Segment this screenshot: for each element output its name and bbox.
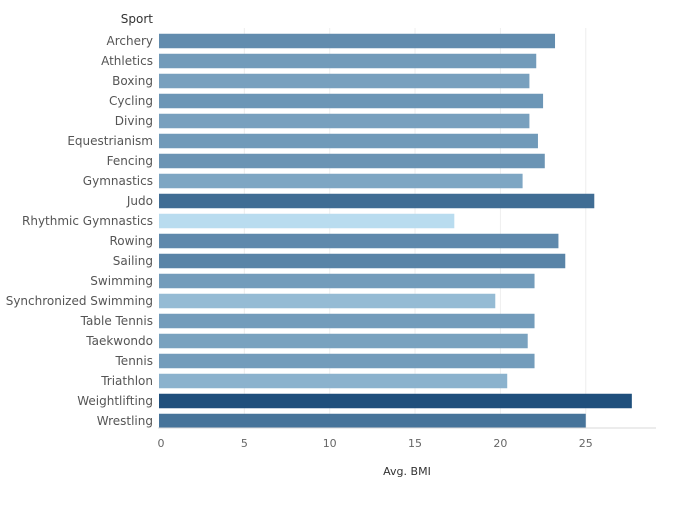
bar[interactable]: [159, 73, 530, 89]
bar[interactable]: [159, 173, 523, 189]
bar[interactable]: [159, 33, 556, 49]
category-label: Fencing: [107, 154, 153, 168]
bar[interactable]: [159, 213, 455, 229]
category-label: Synchronized Swimming: [6, 294, 153, 308]
x-tick-label: 20: [493, 437, 507, 450]
bar[interactable]: [159, 153, 545, 169]
bar[interactable]: [159, 93, 544, 109]
x-axis-title: Avg. BMI: [383, 465, 431, 478]
bar[interactable]: [159, 373, 508, 389]
bar[interactable]: [159, 313, 535, 329]
x-tick-labels: 0 5 10 15 20 25: [158, 437, 593, 450]
x-tick-label: 25: [579, 437, 593, 450]
category-label: Rhythmic Gymnastics: [22, 214, 153, 228]
category-label: Rowing: [109, 234, 153, 248]
x-tick-label: 15: [408, 437, 422, 450]
x-tick-label: 0: [158, 437, 165, 450]
category-label: Tennis: [115, 354, 153, 368]
bar[interactable]: [159, 293, 496, 309]
category-label: Swimming: [90, 274, 153, 288]
bars: [159, 33, 632, 429]
category-label: Table Tennis: [80, 314, 153, 328]
bar[interactable]: [159, 393, 632, 409]
category-label: Taekwondo: [85, 334, 153, 348]
bar[interactable]: [159, 53, 537, 69]
category-labels: Archery Athletics Boxing Cycling Diving Eques…: [6, 34, 153, 428]
category-label: Diving: [115, 114, 153, 128]
bar[interactable]: [159, 413, 586, 429]
bar[interactable]: [159, 333, 528, 349]
bar[interactable]: [159, 353, 535, 369]
bar[interactable]: [159, 113, 530, 129]
category-label: Gymnastics: [83, 174, 153, 188]
bar[interactable]: [159, 233, 559, 249]
category-label: Equestrianism: [67, 134, 153, 148]
row-header-title: Sport: [121, 12, 154, 26]
category-label: Archery: [107, 34, 154, 48]
category-label: Athletics: [101, 54, 153, 68]
category-label: Boxing: [112, 74, 153, 88]
x-tick-label: 10: [323, 437, 337, 450]
category-label: Judo: [126, 194, 153, 208]
bar[interactable]: [159, 273, 535, 289]
category-label: Triathlon: [100, 374, 153, 388]
category-label: Weightlifting: [77, 394, 153, 408]
category-label: Cycling: [109, 94, 153, 108]
x-tick-label: 5: [241, 437, 248, 450]
bar[interactable]: [159, 133, 538, 149]
bar[interactable]: [159, 193, 595, 209]
category-label: Sailing: [113, 254, 153, 268]
bar[interactable]: [159, 253, 566, 269]
category-label: Wrestling: [97, 414, 153, 428]
